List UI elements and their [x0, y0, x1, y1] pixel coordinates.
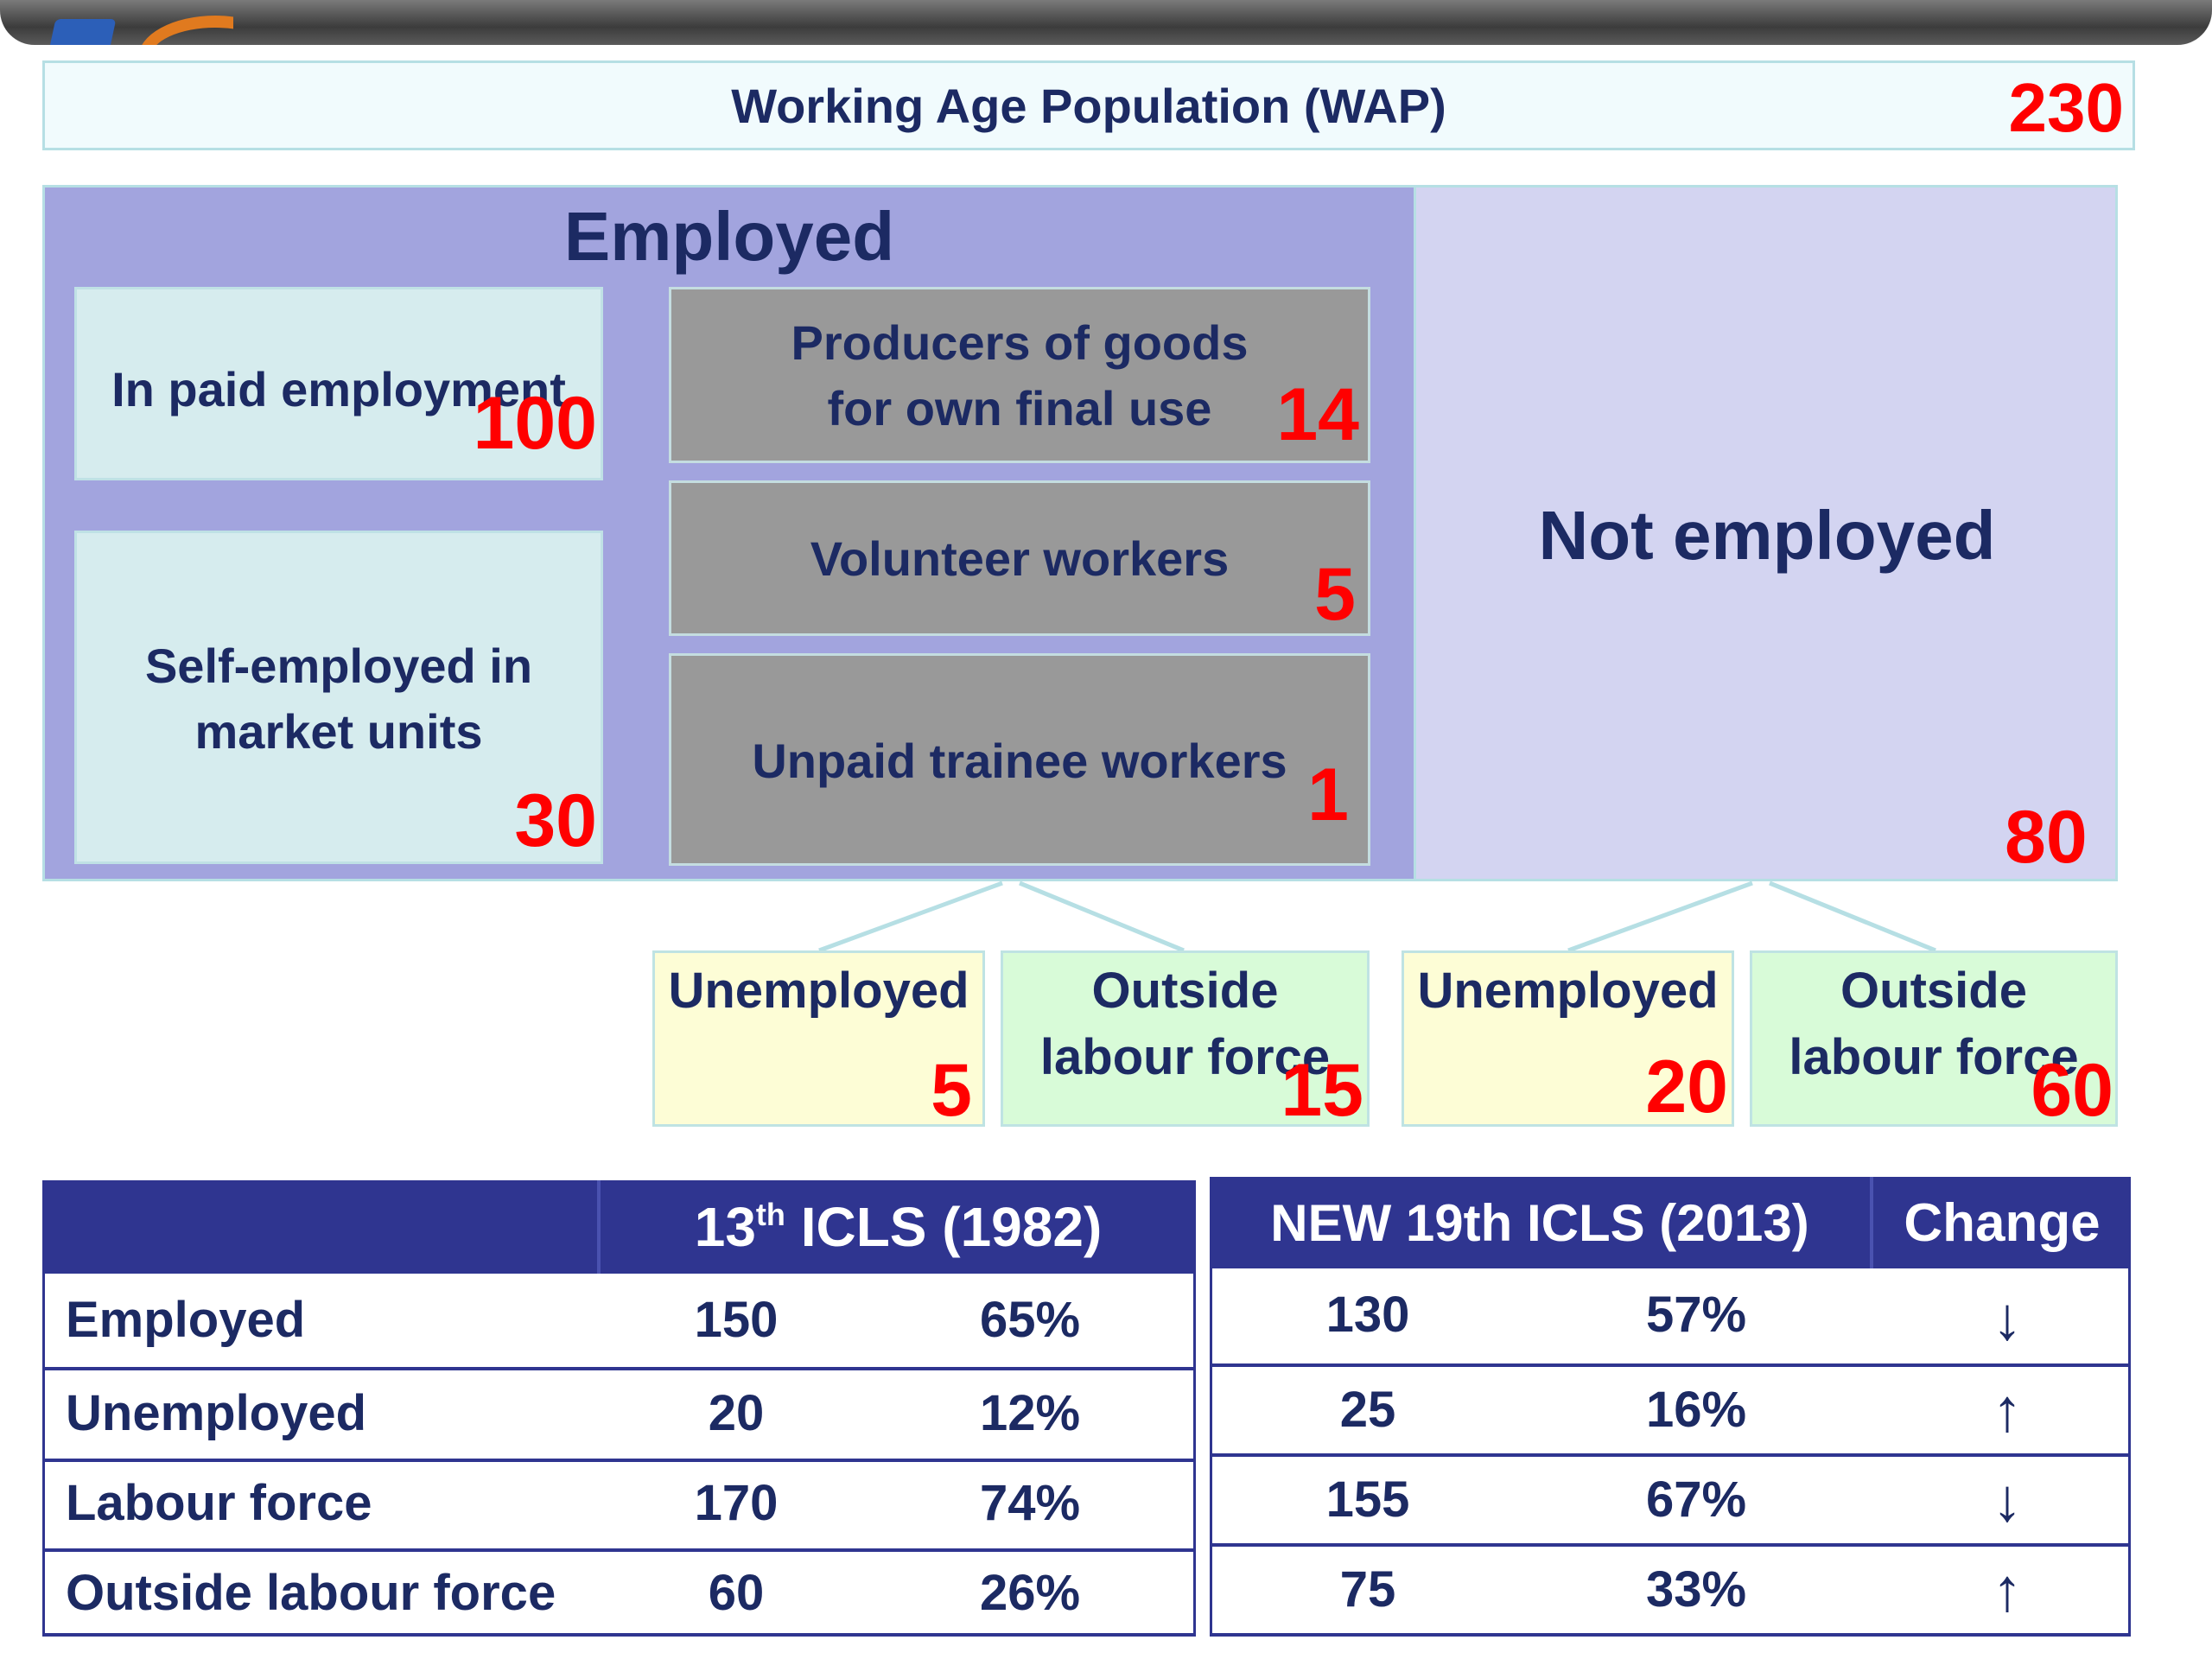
not-employed-split-unemployed-value: 20 [1645, 1046, 1728, 1128]
employed-split-unemployed-label: Unemployed [668, 963, 969, 1019]
change-arrow-down-icon: ↓ [1992, 1466, 2023, 1534]
not-employed-split-outside-line2: labour force [1789, 1028, 2079, 1085]
old-row-divider [45, 1548, 1193, 1552]
employed-title: Employed [563, 198, 895, 275]
new-table-change-title: Change [1904, 1192, 2101, 1253]
new-row-count: 25 [1339, 1382, 1396, 1438]
self-employed-label: Self-employed in market units [77, 633, 601, 764]
employed-split-unemployed-value: 5 [931, 1049, 972, 1132]
employed-split-unemployed-box: Unemployed 5 [652, 950, 985, 1132]
old-table-title-rest: ICLS (1982) [785, 1196, 1103, 1258]
new-row-count: 75 [1339, 1561, 1396, 1618]
employed-split-outside-line2: labour force [1039, 1028, 1331, 1085]
old-row-pct: 12% [979, 1385, 1081, 1441]
new-row-divider [1212, 1633, 2128, 1637]
volunteer-box: Volunteer workers 5 [669, 480, 1370, 636]
old-row-divider [45, 1633, 1193, 1637]
producers-value: 14 [1276, 373, 1359, 456]
trainee-label: Unpaid trainee workers [752, 734, 1287, 788]
self-employed-label-line1: Self-employed in [144, 639, 533, 693]
old-row-divider [45, 1459, 1193, 1462]
logo-icon [35, 14, 233, 45]
not-employed-split-unemployed-box: Unemployed 20 [1402, 950, 1734, 1128]
new-table-title: NEW 19th ICLS (2013) [1270, 1193, 1809, 1252]
volunteer-value: 5 [1314, 553, 1356, 636]
new-table-header-divider [1870, 1177, 1873, 1268]
change-arrow-up-icon: ↑ [1992, 1556, 2023, 1624]
trainee-value: 1 [1307, 753, 1349, 836]
wap-label: Working Age Population (WAP) [731, 78, 1446, 133]
new-row-divider [1212, 1363, 2128, 1367]
paid-employment-box: In paid employment 100 [74, 287, 603, 480]
wap-value: 230 [2008, 69, 2124, 146]
not-employed-split-outside-line1: Outside [1840, 963, 2027, 1019]
not-employed-split-unemployed-label: Unemployed [1417, 963, 1719, 1019]
old-row-label: Outside labour force [66, 1565, 556, 1621]
producers-label: Producers of goods for own final use [671, 310, 1368, 441]
new-row-count: 155 [1325, 1471, 1410, 1528]
not-employed-split-outside-label: Outside labour force [1752, 958, 2115, 1090]
old-row-label: Employed [66, 1292, 306, 1348]
employed-split-outside-value: 15 [1281, 1049, 1363, 1132]
old-row-pct: 65% [979, 1292, 1081, 1348]
self-employed-value: 30 [514, 779, 597, 862]
self-employed-box: Self-employed in market units 30 [74, 531, 603, 864]
old-row-pct: 74% [979, 1475, 1081, 1531]
new-row-divider [1212, 1453, 2128, 1457]
new-row-pct: 16% [1645, 1382, 1747, 1438]
paid-employment-label: In paid employment [111, 362, 566, 416]
old-table-header-divider [597, 1180, 601, 1274]
producers-label-line2: for own final use [827, 380, 1212, 435]
old-table-title-sup: th [755, 1197, 785, 1232]
old-table-title-base: 13 [694, 1196, 756, 1258]
producers-box: Producers of goods for own final use 14 [669, 287, 1370, 463]
not-employed-title: Not employed [1538, 497, 1996, 574]
old-row-divider [45, 1367, 1193, 1370]
employed-split-outside-line1: Outside [1091, 963, 1279, 1019]
old-row-label: Labour force [66, 1475, 372, 1531]
old-row-count: 60 [708, 1565, 765, 1621]
new-row-count: 130 [1325, 1287, 1410, 1343]
employed-split-outside-label: Outside labour force [1003, 958, 1367, 1090]
not-employed-value: 80 [2005, 796, 2088, 879]
old-row-pct: 26% [979, 1565, 1081, 1621]
old-row-count: 150 [694, 1292, 779, 1348]
not-employed-split-outside-box: Outside labour force 60 [1750, 950, 2118, 1132]
old-table-body: Employed 150 65% Unemployed 20 12% Labou… [42, 1274, 1196, 1637]
title-bar [0, 0, 2212, 45]
self-employed-label-line2: market units [194, 703, 483, 759]
wap-box: Working Age Population (WAP) 230 [42, 60, 2135, 150]
trainee-box: Unpaid trainee workers 1 [669, 653, 1370, 866]
volunteer-label: Volunteer workers [810, 531, 1230, 586]
old-row-label: Unemployed [66, 1385, 367, 1441]
new-row-pct: 33% [1645, 1561, 1747, 1618]
old-row-count: 170 [694, 1475, 779, 1531]
employed-split-outside-box: Outside labour force 15 [1001, 950, 1370, 1132]
old-row-count: 20 [708, 1385, 765, 1441]
new-row-pct: 67% [1645, 1471, 1747, 1528]
change-arrow-down-icon: ↓ [1992, 1285, 2023, 1352]
producers-label-line1: Producers of goods [791, 315, 1249, 370]
change-arrow-up-icon: ↑ [1992, 1376, 2023, 1444]
new-row-pct: 57% [1645, 1287, 1747, 1343]
not-employed-split-outside-value: 60 [2031, 1049, 2113, 1132]
new-table-header: NEW 19th ICLS (2013) Change [1210, 1177, 2131, 1268]
new-row-divider [1212, 1543, 2128, 1547]
not-employed-region [1416, 185, 2118, 881]
paid-employment-value: 100 [473, 382, 598, 465]
new-table-body: 130 57% ↓ 25 16% ↑ 155 67% ↓ 75 33% ↑ [1210, 1268, 2131, 1637]
